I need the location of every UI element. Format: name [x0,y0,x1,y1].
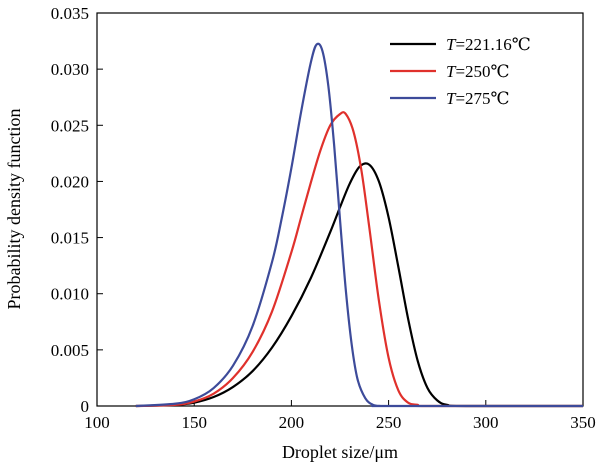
series-lines [135,42,583,408]
y-tick-label: 0.015 [51,229,89,248]
y-axis-ticks: 0 0.005 0.010 0.015 0.020 0.025 0.030 0.035 [51,4,103,416]
x-tick-label: 300 [473,413,499,432]
x-axis-ticks: 100 150 200 250 300 350 [84,400,596,432]
legend-label: T=221.16℃ [446,35,531,54]
y-tick-label: 0 [81,397,90,416]
y-axis-label: Probability density function [4,109,24,310]
y-tick-label: 0.035 [51,4,89,23]
legend-label: T=275℃ [446,89,510,108]
x-tick-label: 200 [279,413,305,432]
x-tick-label: 350 [570,413,596,432]
legend: T=221.16℃ T=250℃ T=275℃ [390,35,531,108]
x-tick-label: 150 [181,413,207,432]
y-tick-label: 0.025 [51,116,89,135]
plot-frame [96,12,584,407]
series-line-2 [135,111,583,408]
x-tick-label: 100 [84,413,110,432]
x-tick-label: 250 [376,413,402,432]
y-tick-label: 0.020 [51,172,89,191]
legend-label: T=250℃ [446,62,510,81]
x-axis-label: Droplet size/μm [282,442,398,462]
y-tick-label: 0.010 [51,285,89,304]
series-line-1 [135,162,583,408]
y-tick-label: 0.005 [51,341,89,360]
series-line-3 [135,42,583,408]
y-tick-label: 0.030 [51,60,89,79]
